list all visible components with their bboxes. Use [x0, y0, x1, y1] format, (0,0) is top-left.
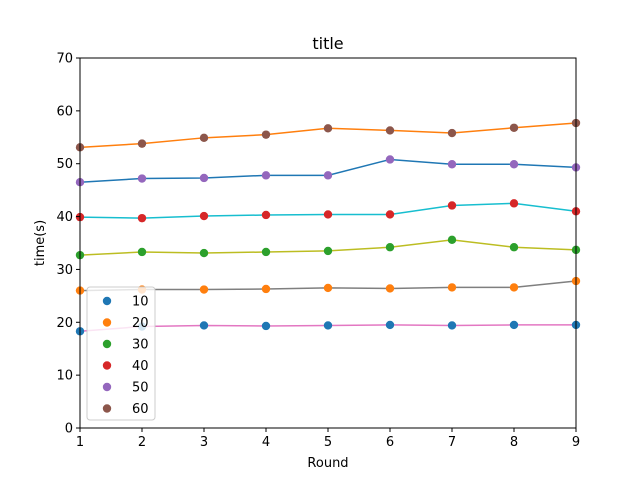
data-point	[385, 210, 395, 219]
x-axis-label: Round	[307, 456, 348, 471]
y-tick-label: 50	[56, 157, 73, 172]
legend-label: 10	[132, 295, 149, 310]
data-point	[199, 248, 209, 258]
data-point	[199, 211, 209, 221]
data-point	[261, 210, 271, 220]
x-tick-label: 5	[324, 435, 332, 450]
data-point	[447, 160, 457, 169]
legend-label: 60	[132, 402, 149, 417]
data-point	[261, 171, 271, 180]
data-point	[261, 130, 271, 139]
data-point	[323, 171, 333, 180]
x-tick-label: 2	[138, 435, 146, 450]
data-point	[509, 123, 519, 132]
data-point	[137, 213, 147, 223]
x-tick-label: 9	[572, 435, 580, 450]
x-tick-label: 8	[510, 435, 518, 450]
data-point	[323, 246, 333, 256]
data-point	[447, 128, 457, 138]
y-tick-label: 60	[56, 104, 73, 119]
y-axis-label: time(s)	[33, 220, 48, 266]
data-point	[323, 124, 333, 133]
chart-title: title	[312, 34, 343, 53]
x-tick-label: 4	[262, 435, 270, 450]
y-tick-label: 0	[65, 422, 73, 437]
legend-marker	[102, 339, 112, 349]
data-point	[323, 210, 333, 219]
x-tick-label: 6	[386, 435, 394, 450]
data-point	[199, 133, 209, 143]
y-tick-label: 30	[56, 263, 73, 278]
legend-label: 40	[132, 359, 149, 374]
data-point	[385, 126, 395, 135]
legend-label: 20	[132, 316, 149, 331]
legend-marker	[102, 361, 112, 370]
data-point	[385, 243, 395, 252]
data-point	[137, 247, 147, 257]
data-point	[385, 320, 395, 330]
data-point	[261, 321, 271, 331]
x-tick-label: 1	[76, 435, 84, 450]
y-tick-label: 20	[56, 316, 73, 331]
x-axis: 1 2 3 4 5 6 7 8 9	[76, 428, 580, 450]
legend-label: 50	[132, 381, 149, 396]
x-tick-label: 3	[200, 435, 208, 450]
data-point	[509, 160, 519, 169]
data-point	[323, 283, 333, 293]
y-tick-label: 70	[56, 52, 73, 67]
x-tick-label: 7	[448, 435, 456, 450]
y-tick-label: 10	[56, 369, 73, 384]
legend-marker	[102, 296, 112, 306]
data-point	[447, 283, 457, 292]
data-point	[385, 155, 395, 164]
data-point	[137, 139, 147, 148]
y-tick-label: 40	[56, 210, 73, 225]
data-point	[509, 243, 519, 252]
data-point	[509, 199, 519, 208]
legend-marker	[102, 382, 112, 392]
data-point	[323, 321, 333, 330]
legend: 10 20 30 40 50 60	[86, 286, 156, 421]
legend-label: 30	[132, 338, 149, 353]
data-point	[385, 284, 395, 293]
data-point	[199, 173, 209, 183]
data-point	[447, 321, 457, 330]
data-point	[199, 285, 209, 294]
data-point	[509, 283, 519, 292]
y-axis: 0 10 20 30 40 50 60 70	[56, 52, 80, 437]
data-point	[261, 284, 271, 294]
data-point	[261, 247, 271, 257]
data-point	[199, 321, 209, 330]
legend-marker	[102, 404, 112, 413]
data-point	[447, 235, 457, 245]
data-point	[137, 174, 147, 183]
data-point	[509, 320, 519, 330]
data-point	[447, 201, 457, 210]
legend-marker	[102, 318, 112, 327]
